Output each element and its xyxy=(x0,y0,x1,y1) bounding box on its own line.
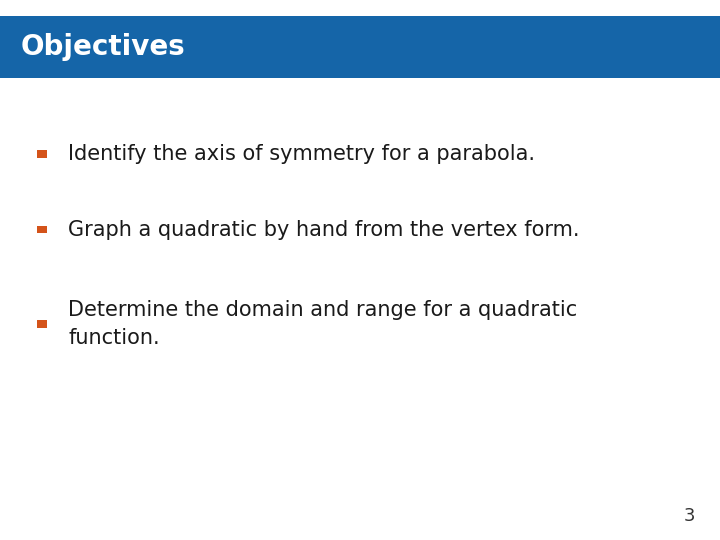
Text: Graph a quadratic by hand from the vertex form.: Graph a quadratic by hand from the verte… xyxy=(68,219,580,240)
Bar xyxy=(37,320,48,328)
Text: Identify the axis of symmetry for a parabola.: Identify the axis of symmetry for a para… xyxy=(68,144,536,164)
Text: Objectives: Objectives xyxy=(20,33,185,61)
Bar xyxy=(0,16,720,78)
Bar xyxy=(37,226,48,233)
Text: Determine the domain and range for a quadratic
function.: Determine the domain and range for a qua… xyxy=(68,300,577,348)
Bar xyxy=(37,150,48,158)
Text: 3: 3 xyxy=(683,507,695,525)
